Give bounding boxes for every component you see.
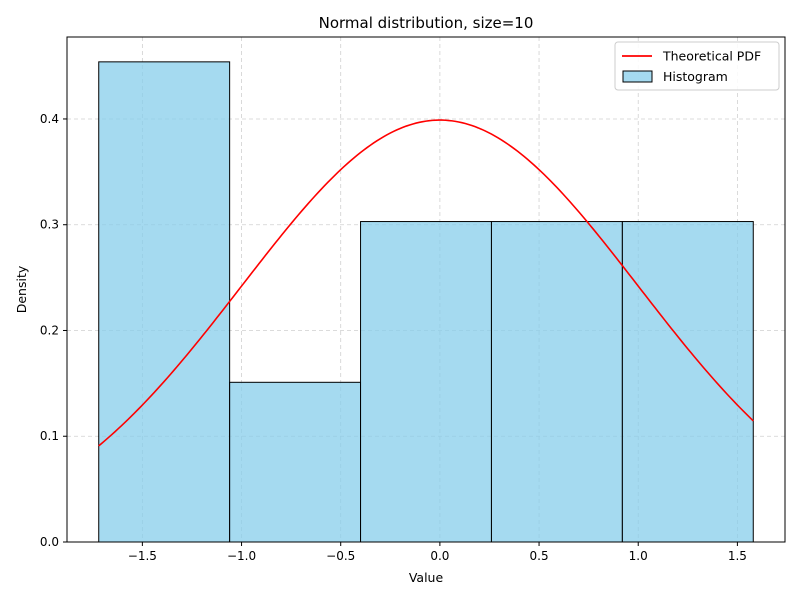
x-tick-label: −1.0 bbox=[227, 549, 256, 563]
pdf-line bbox=[98, 119, 754, 447]
y-tick-label: 0.1 bbox=[40, 429, 59, 443]
histogram-bar bbox=[621, 221, 754, 543]
x-tick-label: −1.5 bbox=[128, 549, 157, 563]
x-tick-label: 0.5 bbox=[530, 549, 549, 563]
histogram-bars bbox=[98, 61, 754, 543]
x-axis-label: Value bbox=[409, 570, 444, 585]
legend-pdf-label: Theoretical PDF bbox=[662, 49, 761, 64]
legend-histogram-swatch bbox=[622, 70, 653, 83]
plot-frame bbox=[66, 36, 786, 543]
y-axis-label: Density bbox=[14, 265, 29, 313]
legend-histogram-label: Histogram bbox=[663, 69, 728, 84]
legend: Theoretical PDF Histogram bbox=[614, 41, 780, 91]
x-axis: −1.5 −1.0 −0.5 0.0 0.5 1.0 1.5 bbox=[128, 542, 747, 563]
chart-title: Normal distribution, size=10 bbox=[319, 14, 534, 32]
histogram-bar bbox=[98, 61, 231, 543]
histogram-bar bbox=[490, 221, 623, 543]
y-axis: 0.0 0.1 0.2 0.3 0.4 bbox=[40, 112, 67, 549]
x-tick-label: 0.0 bbox=[430, 549, 449, 563]
y-tick-label: 0.3 bbox=[40, 218, 59, 232]
histogram-bar bbox=[360, 221, 492, 543]
x-tick-label: −0.5 bbox=[326, 549, 355, 563]
x-tick-label: 1.5 bbox=[728, 549, 747, 563]
x-tick-label: 1.0 bbox=[629, 549, 648, 563]
y-tick-label: 0.2 bbox=[40, 323, 59, 337]
legend-box bbox=[614, 41, 780, 91]
histogram-bar bbox=[229, 381, 362, 543]
y-tick-label: 0.4 bbox=[40, 112, 59, 126]
y-tick-label: 0.0 bbox=[40, 535, 59, 549]
